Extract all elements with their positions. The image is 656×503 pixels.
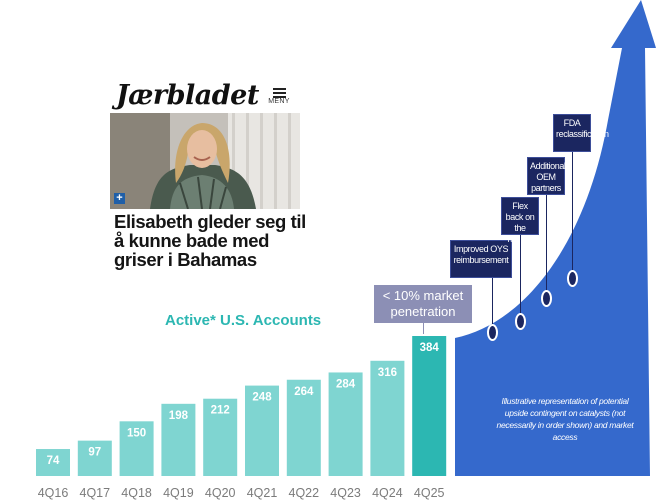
bar-4Q23 <box>328 372 363 476</box>
hamburger-icon <box>272 88 286 90</box>
x-tick-label: 4Q24 <box>372 486 403 500</box>
menu-label: MENY <box>268 98 290 105</box>
newspaper-masthead: Jærbladet <box>116 80 259 111</box>
article-headline[interactable]: Elisabeth gleder seg til å kunne bade me… <box>114 211 306 270</box>
bar-value-label: 284 <box>336 378 356 390</box>
upside-disclaimer: Illustrative representation of potential… <box>496 396 634 442</box>
x-tick-label: 4Q23 <box>330 486 361 500</box>
x-tick-label: 4Q20 <box>205 486 236 500</box>
bar-value-label: 97 <box>88 447 101 459</box>
x-tick-label: 4Q19 <box>163 486 194 500</box>
upside-arrow <box>455 0 656 476</box>
bar-4Q25 <box>412 336 447 476</box>
catalyst-connector-4 <box>572 152 573 272</box>
catalyst-connector-2 <box>520 235 521 315</box>
bar-4Q19 <box>161 403 196 476</box>
catalyst-marker-2 <box>515 313 526 330</box>
bar-value-label: 212 <box>211 405 230 417</box>
catalyst-connector-1 <box>492 278 493 325</box>
bar-4Q18 <box>119 421 154 476</box>
catalyst-marker-3 <box>541 290 552 307</box>
x-tick-label: 4Q18 <box>121 486 152 500</box>
catalyst-marker-1 <box>487 324 498 341</box>
catalyst-marker-4 <box>567 270 578 287</box>
bar-4Q22 <box>286 379 321 476</box>
news-card[interactable]: Jærbladet MENY + El <box>110 80 310 270</box>
callout-connector <box>423 323 424 334</box>
bar-4Q16 <box>36 449 70 476</box>
x-tick-label: 4Q17 <box>80 486 111 500</box>
bar-4Q20 <box>203 398 238 476</box>
catalyst-box-3: Additional OEM partners <box>527 157 566 195</box>
bar-value-label: 150 <box>127 427 146 439</box>
bar-value-label: 384 <box>420 342 440 354</box>
bar-value-label: 316 <box>378 367 397 379</box>
bar-value-label: 264 <box>294 386 314 398</box>
bar-4Q24 <box>370 360 405 476</box>
catalyst-connector-3 <box>546 195 547 292</box>
bar-value-label: 198 <box>169 410 189 422</box>
bar-4Q21 <box>245 385 279 476</box>
chart-title: Active* U.S. Accounts <box>165 312 322 329</box>
catalyst-box-4: FDA reclassification <box>553 114 609 152</box>
x-tick-label: 4Q22 <box>289 486 320 500</box>
catalyst-box-2: Flex back on the market <box>501 197 539 244</box>
catalyst-box-1: Improved OYS reimbursement <box>450 240 512 278</box>
x-tick-label: 4Q25 <box>414 486 445 500</box>
bar-value-label: 248 <box>252 392 272 404</box>
x-tick-label: 4Q16 <box>38 486 69 500</box>
x-tick-label: 4Q21 <box>247 486 278 500</box>
market-penetration-callout: < 10% market penetration <box>374 285 472 323</box>
bar-value-label: 74 <box>47 455 60 467</box>
expand-plus-icon[interactable]: + <box>114 193 125 204</box>
menu-button[interactable]: MENY <box>267 88 291 105</box>
bar-4Q17 <box>77 440 112 476</box>
